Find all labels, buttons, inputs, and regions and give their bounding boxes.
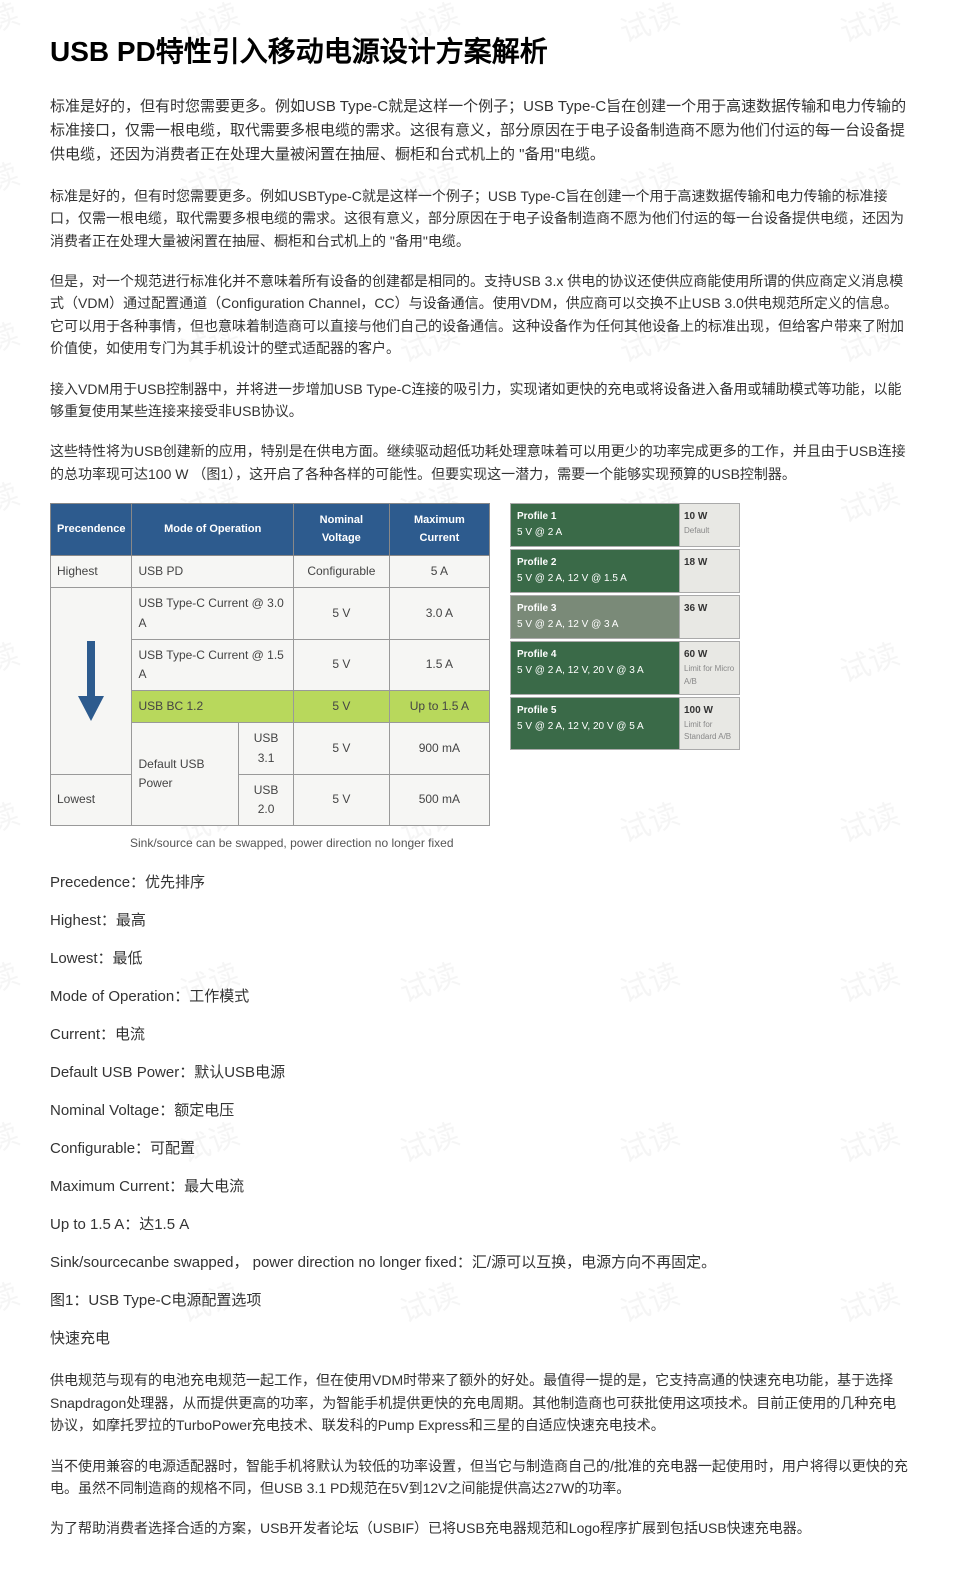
definition-item: Configurable：可配置 — [50, 1137, 910, 1161]
cell-volt: Configurable — [293, 556, 389, 588]
cell-mode: USB BC 1.2 — [132, 691, 293, 723]
cell-volt: 5 V — [293, 639, 389, 690]
definition-item: Maximum Current：最大电流 — [50, 1175, 910, 1199]
paragraph: 标准是好的，但有时您需要更多。例如USBType-C就是这样一个例子；USB T… — [50, 185, 910, 252]
th-mode: Mode of Operation — [132, 504, 293, 556]
definition-item: Sink/sourcecanbe swapped， power directio… — [50, 1251, 910, 1275]
definition-item: 图1：USB Type-C电源配置选项 — [50, 1289, 910, 1313]
profile-row: Profile 15 V @ 2 A10 WDefault — [510, 503, 740, 547]
figure-row: Precendence Mode of Operation Nominal Vo… — [50, 503, 910, 826]
profile-label: Profile 25 V @ 2 A, 12 V @ 1.5 A — [511, 550, 679, 592]
paragraph: 接入VDM用于USB控制器中，并将进一步增加USB Type-C连接的吸引力，实… — [50, 378, 910, 423]
cell-volt: 5 V — [293, 691, 389, 723]
cell-cur: 3.0 A — [389, 588, 489, 639]
cell-cur: 5 A — [389, 556, 489, 588]
cell-highest: Highest — [51, 556, 132, 588]
definition-item: Mode of Operation：工作模式 — [50, 985, 910, 1009]
paragraph: 但是，对一个规范进行标准化并不意味着所有设备的创建都是相同的。支持USB 3.x… — [50, 270, 910, 360]
cell-lowest: Lowest — [51, 774, 132, 825]
paragraph: 这些特性将为USB创建新的应用，特别是在供电方面。继续驱动超低功耗处理意味着可以… — [50, 440, 910, 485]
definition-item: Up to 1.5 A：达1.5 A — [50, 1213, 910, 1237]
profile-row: Profile 55 V @ 2 A, 12 V, 20 V @ 5 A100 … — [510, 697, 740, 751]
profile-label: Profile 15 V @ 2 A — [511, 504, 679, 546]
cell-mode: USB PD — [132, 556, 293, 588]
profile-label: Profile 45 V @ 2 A, 12 V, 20 V @ 3 A — [511, 642, 679, 694]
profile-watt: 100 WLimit for Standard A/B — [679, 698, 739, 750]
th-voltage: Nominal Voltage — [293, 504, 389, 556]
definition-item: Lowest：最低 — [50, 947, 910, 971]
cell-mode: USB Type-C Current @ 1.5 A — [132, 639, 293, 690]
profile-watt: 10 WDefault — [679, 504, 739, 546]
definition-item: Nominal Voltage：额定电压 — [50, 1099, 910, 1123]
figure-caption: Sink/source can be swapped, power direct… — [130, 834, 910, 853]
down-arrow-icon — [78, 641, 104, 721]
precedence-table: Precendence Mode of Operation Nominal Vo… — [50, 503, 490, 826]
paragraph: 为了帮助消费者选择合适的方案，USB开发者论坛（USBIF）已将USB充电器规范… — [50, 1517, 910, 1539]
cell-cur: Up to 1.5 A — [389, 691, 489, 723]
profile-row: Profile 45 V @ 2 A, 12 V, 20 V @ 3 A60 W… — [510, 641, 740, 695]
definition-item: Highest：最高 — [50, 909, 910, 933]
profile-label: Profile 35 V @ 2 A, 12 V @ 3 A — [511, 596, 679, 638]
cell-sub: USB 2.0 — [239, 774, 294, 825]
cell-sub: USB 3.1 — [239, 723, 294, 774]
profile-watt: 60 WLimit for Micro A/B — [679, 642, 739, 694]
profile-row: Profile 25 V @ 2 A, 12 V @ 1.5 A18 W — [510, 549, 740, 593]
cell-cur: 1.5 A — [389, 639, 489, 690]
profile-watt: 18 W — [679, 550, 739, 592]
definition-item: Current：电流 — [50, 1023, 910, 1047]
cell-mode: USB Type-C Current @ 3.0 A — [132, 588, 293, 639]
cell-volt: 5 V — [293, 723, 389, 774]
definition-item: Default USB Power：默认USB电源 — [50, 1061, 910, 1085]
paragraph: 标准是好的，但有时您需要更多。例如USB Type-C就是这样一个例子；USB … — [50, 95, 910, 167]
profile-watt: 36 W — [679, 596, 739, 638]
cell-volt: 5 V — [293, 774, 389, 825]
cell-volt: 5 V — [293, 588, 389, 639]
th-current: Maximum Current — [389, 504, 489, 556]
profile-label: Profile 55 V @ 2 A, 12 V, 20 V @ 5 A — [511, 698, 679, 750]
paragraph: 当不使用兼容的电源适配器时，智能手机将默认为较低的功率设置，但当它与制造商自己的… — [50, 1455, 910, 1500]
arrow-cell — [51, 588, 132, 774]
profiles-panel: Profile 15 V @ 2 A10 WDefaultProfile 25 … — [510, 503, 740, 752]
profile-row: Profile 35 V @ 2 A, 12 V @ 3 A36 W — [510, 595, 740, 639]
definition-item: Precedence：优先排序 — [50, 871, 910, 895]
cell-cur: 500 mA — [389, 774, 489, 825]
section-heading: 快速充电 — [50, 1327, 910, 1351]
page-title: USB PD特性引入移动电源设计方案解析 — [50, 30, 910, 75]
paragraph: 供电规范与现有的电池充电规范一起工作，但在使用VDM时带来了额外的好处。最值得一… — [50, 1369, 910, 1436]
cell-cur: 900 mA — [389, 723, 489, 774]
definition-list: Precedence：优先排序 Highest：最高 Lowest：最低 Mode o… — [50, 871, 910, 1313]
cell-mode: Default USB Power — [132, 723, 239, 826]
th-precedence: Precendence — [51, 504, 132, 556]
